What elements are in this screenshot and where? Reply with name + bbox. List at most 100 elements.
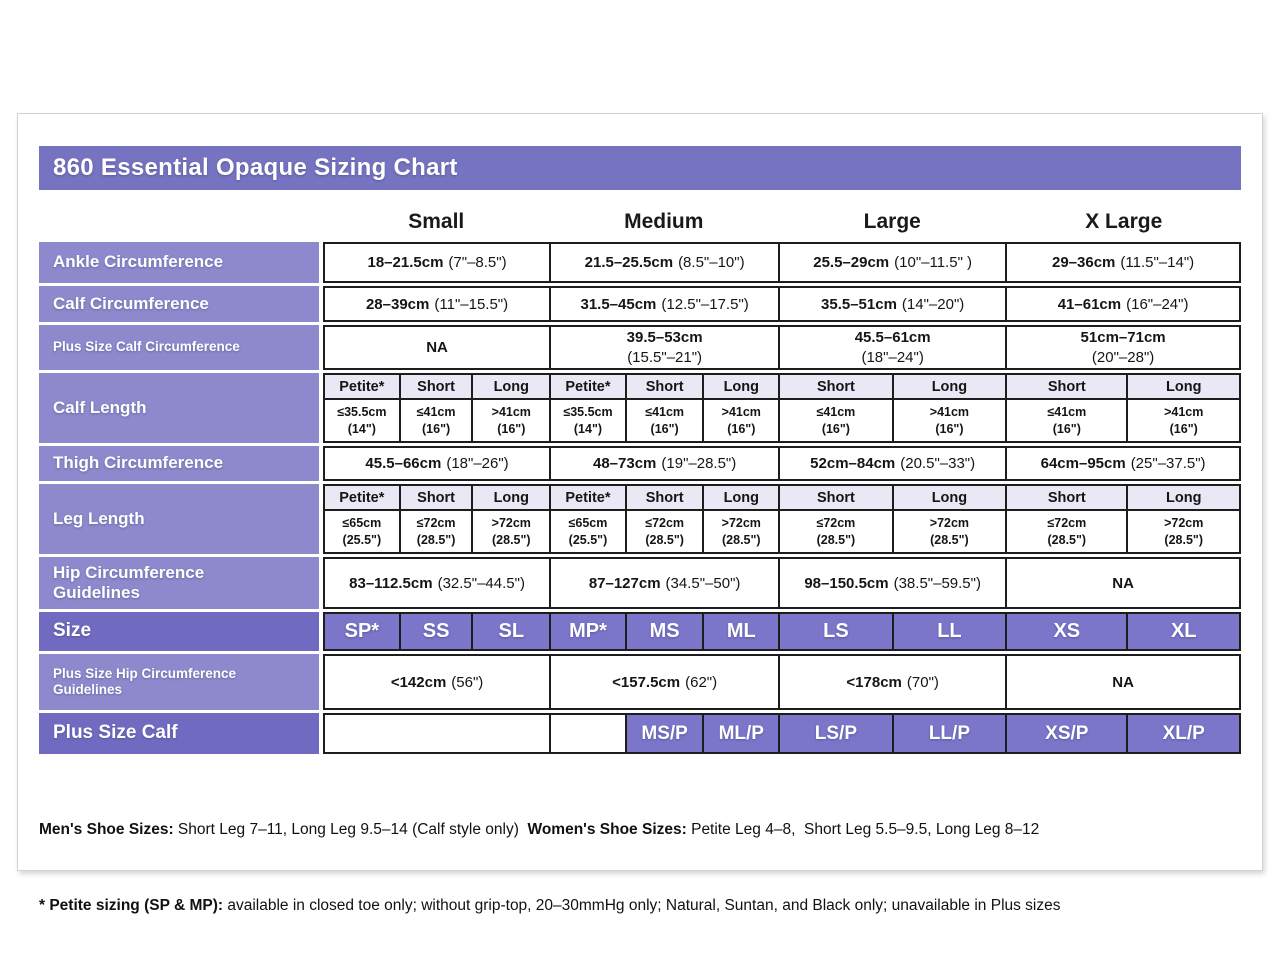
calf-length-value: >41cm (16") — [893, 400, 1006, 441]
plus-hip-large-value: <178cm (70") — [780, 656, 1006, 708]
calf-length-subheader: Long — [473, 375, 550, 398]
row-plus-size-calf-data: MS/P ML/P LS/P LL/P XS/P XL/P — [323, 713, 1241, 754]
calf-large-value: 35.5–51cm (14"–20") — [780, 288, 1006, 320]
card-inner: 860 Essential Opaque Sizing Chart Small … — [18, 114, 1262, 968]
leg-length-value: ≤65cm (25.5") — [325, 511, 399, 552]
plus-size-calf-lsp: LS/P — [780, 715, 892, 752]
row-calf-data: 28–39cm (11"–15.5") 31.5–45cm (12.5"–17.5"… — [323, 286, 1241, 322]
row-label-plus-hip: Plus Size Hip Circumference Guidelines — [39, 654, 319, 710]
thigh-xlarge-value: 64cm–95cm (25"–37.5") — [1007, 448, 1239, 479]
row-label-hip: Hip Circumference Guidelines — [39, 557, 319, 609]
leg-length-subheader: Long — [1128, 486, 1239, 509]
row-calf-circumference: Calf Circumference 28–39cm (11"–15.5") 31… — [39, 286, 1241, 322]
thigh-large-value: 52cm–84cm (20.5"–33") — [780, 448, 1006, 479]
row-thigh-data: 45.5–66cm (18"–26") 48–73cm (19"–28.5") 52… — [323, 446, 1241, 481]
calf-length-value: ≤41cm (16") — [400, 400, 472, 441]
leg-length-value: ≤65cm (25.5") — [551, 511, 625, 552]
ankle-medium-value: 21.5–25.5cm (8.5"–10") — [551, 244, 779, 281]
row-leg-length-data: Petite* Short Long Petite* Short Long Sh… — [323, 484, 1241, 554]
leg-length-subheader: Short — [626, 486, 703, 509]
plus-calf-small-value: NA — [325, 327, 550, 368]
calf-length-value: ≤35.5cm (14") — [325, 400, 399, 441]
row-ankle-circumference: Ankle Circumference 18–21.5cm (7"–8.5") 2… — [39, 242, 1241, 283]
plus-calf-xlarge-value: 51cm–71cm (20"–28") — [1007, 327, 1239, 368]
row-ankle-data: 18–21.5cm (7"–8.5") 21.5–25.5cm (8.5"–10")… — [323, 242, 1241, 283]
leg-length-subheader: Short — [780, 486, 892, 509]
footnotes: Men's Shoe Sizes: Short Leg 7–11, Long L… — [39, 767, 1241, 968]
calf-xlarge-value: 41–61cm (16"–24") — [1007, 288, 1239, 320]
plus-size-calf-xlp: XL/P — [1128, 715, 1239, 752]
calf-length-subheader: Petite* — [325, 375, 399, 398]
calf-length-subheader: Long — [1128, 375, 1239, 398]
leg-length-value: >72cm (28.5") — [893, 511, 1006, 552]
row-thigh-circumference: Thigh Circumference 45.5–66cm (18"–26") 4… — [39, 446, 1241, 481]
leg-length-value: >72cm (28.5") — [473, 511, 550, 552]
calf-length-subheader: Long — [893, 375, 1006, 398]
size-cell-sp: SP* — [325, 614, 399, 649]
hip-large-value: 98–150.5cm (38.5"–59.5") — [780, 559, 1006, 607]
size-cell-ml: ML — [704, 614, 779, 649]
plus-hip-medium-value: <157.5cm (62") — [551, 656, 779, 708]
header-xlarge: X Large — [1085, 210, 1163, 233]
row-label-plus-calf-circ: Plus Size Calf Circumference — [39, 325, 319, 370]
row-plus-calf-circumference: Plus Size Calf Circumference NA 39.5–53c… — [39, 325, 1241, 370]
calf-length-subheader: Short — [626, 375, 703, 398]
thigh-small-value: 45.5–66cm (18"–26") — [325, 448, 550, 479]
plus-hip-xlarge-value: NA — [1007, 656, 1239, 708]
header-small: Small — [408, 210, 465, 233]
leg-length-value: ≤72cm (28.5") — [626, 511, 703, 552]
plus-size-calf-blank-mp — [551, 715, 625, 752]
size-cell-ls: LS — [780, 614, 892, 649]
leg-length-subheader: Long — [704, 486, 779, 509]
size-cell-ss: SS — [400, 614, 472, 649]
plus-size-calf-blank-small — [325, 715, 550, 752]
leg-length-value: ≤72cm (28.5") — [400, 511, 472, 552]
footnote-petite-sizing: * Petite sizing (SP & MP): available in … — [39, 896, 1061, 914]
row-label-calf-length: Calf Length — [39, 373, 319, 443]
row-label-ankle: Ankle Circumference — [39, 242, 319, 283]
calf-length-subheader: Long — [704, 375, 779, 398]
leg-length-subheader: Short — [1007, 486, 1127, 509]
hip-xlarge-value: NA — [1007, 559, 1239, 607]
row-plus-size-calf: Plus Size Calf MS/P ML/P LS/P LL/P XS/P … — [39, 713, 1241, 754]
row-hip-circumference: Hip Circumference Guidelines 83–112.5cm(… — [39, 557, 1241, 609]
row-label-thigh: Thigh Circumference — [39, 446, 319, 481]
ankle-small-value: 18–21.5cm (7"–8.5") — [325, 244, 550, 281]
ankle-large-value: 25.5–29cm (10"–11.5" ) — [780, 244, 1006, 281]
leg-length-subheader: Petite* — [551, 486, 625, 509]
header-medium: Medium — [624, 210, 704, 233]
plus-size-calf-msp: MS/P — [626, 715, 703, 752]
leg-length-value: ≤72cm (28.5") — [1007, 511, 1127, 552]
size-header-row: Small Medium Large X Large — [39, 205, 1241, 239]
calf-length-subheader: Short — [400, 375, 472, 398]
plus-size-calf-xsp: XS/P — [1007, 715, 1127, 752]
calf-length-value: ≤41cm (16") — [1007, 400, 1127, 441]
calf-length-value: >41cm (16") — [473, 400, 550, 441]
sizing-chart-card: 860 Essential Opaque Sizing Chart Small … — [17, 113, 1263, 914]
calf-small-value: 28–39cm (11"–15.5") — [325, 288, 550, 320]
footnote-shoe-sizes: Men's Shoe Sizes: Short Leg 7–11, Long L… — [39, 821, 1040, 839]
header-large: Large — [863, 210, 921, 233]
plus-hip-small-value: <142cm (56") — [325, 656, 550, 708]
row-hip-data: 83–112.5cm (32.5"–44.5") 87–127cm (34.5"–5… — [323, 557, 1241, 609]
leg-length-value: >72cm (28.5") — [704, 511, 779, 552]
leg-length-subheader: Long — [893, 486, 1006, 509]
hip-medium-value: 87–127cm (34.5"–50") — [551, 559, 779, 607]
row-label-size: Size — [39, 612, 319, 651]
calf-length-subheader: Short — [1007, 375, 1127, 398]
calf-length-value: >41cm (16") — [704, 400, 779, 441]
row-calf-length-data: Petite* Short Long Petite* Short Long Sh… — [323, 373, 1241, 443]
size-cell-ms: MS — [626, 614, 703, 649]
leg-length-subheader: Short — [400, 486, 472, 509]
row-size: Size SP* SS SL MP* MS ML LS LL XS XL — [39, 612, 1241, 651]
row-leg-length: Leg Length Petite* Short Long Petite* Sh… — [39, 484, 1241, 554]
calf-length-value: ≤35.5cm (14") — [551, 400, 625, 441]
leg-length-subheader: Petite* — [325, 486, 399, 509]
ankle-xlarge-value: 29–36cm (11.5"–14") — [1007, 244, 1239, 281]
row-label-calf: Calf Circumference — [39, 286, 319, 322]
calf-length-subheader: Short — [780, 375, 892, 398]
thigh-medium-value: 48–73cm (19"–28.5") — [551, 448, 779, 479]
row-plus-hip-data: <142cm (56") <157.5cm (62") <178cm (70") NA — [323, 654, 1241, 710]
row-label-plus-size-calf: Plus Size Calf — [39, 713, 319, 754]
row-plus-hip: Plus Size Hip Circumference Guidelines <… — [39, 654, 1241, 710]
